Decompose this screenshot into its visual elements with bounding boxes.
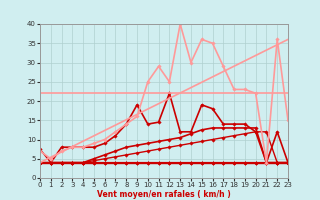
X-axis label: Vent moyen/en rafales ( km/h ): Vent moyen/en rafales ( km/h ) [97, 190, 231, 199]
